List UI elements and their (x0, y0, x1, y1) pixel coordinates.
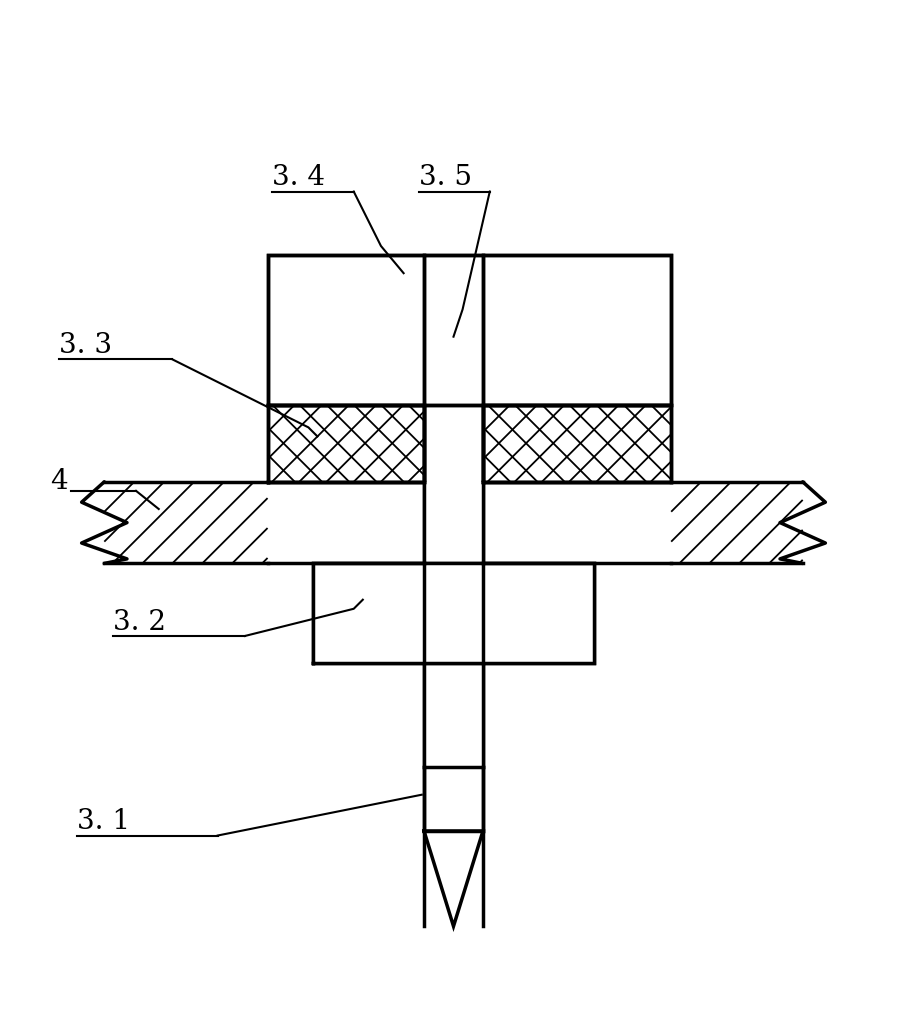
Polygon shape (424, 405, 483, 482)
Polygon shape (424, 768, 483, 831)
Text: 3. 4: 3. 4 (272, 165, 325, 191)
Text: 3. 3: 3. 3 (59, 332, 112, 359)
Polygon shape (424, 482, 483, 563)
Polygon shape (313, 563, 594, 663)
Text: 3. 5: 3. 5 (419, 165, 472, 191)
Polygon shape (104, 482, 268, 563)
Polygon shape (424, 831, 483, 926)
Text: 4: 4 (50, 468, 67, 496)
Polygon shape (424, 256, 483, 926)
Text: 3. 2: 3. 2 (113, 609, 166, 636)
Polygon shape (424, 663, 483, 768)
Polygon shape (268, 256, 671, 405)
Polygon shape (268, 405, 424, 482)
Polygon shape (483, 405, 671, 482)
Polygon shape (268, 256, 671, 405)
Text: 3. 1: 3. 1 (77, 808, 131, 836)
Polygon shape (313, 563, 594, 663)
Polygon shape (671, 482, 803, 563)
